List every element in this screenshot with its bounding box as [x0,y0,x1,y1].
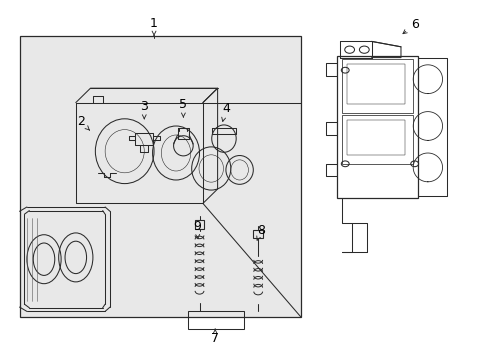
Text: 4: 4 [221,102,229,121]
Bar [194,220,204,229]
Bar [342,59,412,113]
Bar [346,64,404,104]
Bar [20,36,300,317]
Text: 5: 5 [179,98,187,117]
Bar [346,120,404,155]
Text: 9: 9 [193,220,201,239]
Text: 7: 7 [211,329,219,345]
Text: 1: 1 [150,17,158,36]
Bar [342,115,412,164]
Text: 3: 3 [140,100,148,119]
Bar [253,230,263,238]
Bar [188,311,244,329]
Text: 8: 8 [256,224,264,240]
Text: 2: 2 [77,115,89,130]
Bar [337,56,417,198]
Text: 6: 6 [402,18,418,34]
